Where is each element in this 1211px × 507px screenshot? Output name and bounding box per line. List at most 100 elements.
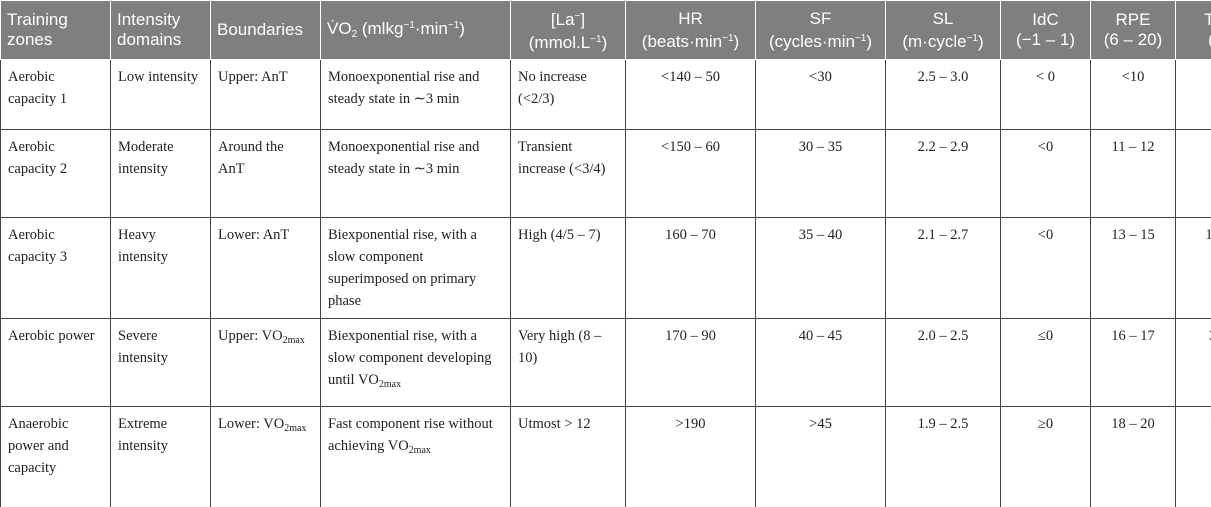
cell: 18 – 20 [1090, 406, 1176, 507]
text: Boundaries [217, 20, 304, 39]
text-sub: 2max [282, 335, 305, 346]
text-sub: 2 [351, 28, 358, 40]
text: IdC [1032, 10, 1059, 29]
cell: Aerobic capacity 3 [0, 217, 111, 319]
cell: <2 [1175, 406, 1211, 507]
text: Heavy intensity [118, 227, 168, 265]
text: 2.5 – 3.0 [917, 69, 969, 85]
header-cell: RPE (6 – 20) [1090, 0, 1176, 60]
cell: 35 – 40 [755, 217, 886, 319]
cell: <0 [1000, 217, 1091, 319]
header-cell: Intensity domains [110, 0, 211, 60]
text-sup: −1 [403, 19, 415, 31]
text: Very high (8 – 10) [518, 328, 602, 366]
text: (6 – 20) [1103, 30, 1163, 49]
text: 40 – 45 [798, 328, 843, 344]
cell: Severe intensity [110, 318, 211, 407]
line: SL [892, 9, 994, 29]
text: HR [678, 8, 703, 28]
line: Tim [1182, 10, 1211, 30]
line: Intensity [117, 10, 204, 30]
text-sub: 2max [408, 445, 431, 456]
cell: 2.0 – 2.5 [885, 318, 1001, 407]
table-body: Aerobic capacity 1 Low intensity Upper: An… [0, 59, 1211, 507]
cell: Transient increase (<3/4) [510, 129, 626, 218]
text: Transient increase (<3/4) [518, 139, 606, 177]
text: (mlkg [357, 18, 404, 38]
line: (m·cycle−1) [892, 29, 994, 52]
cell: Anaerobic power and capacity [0, 406, 111, 507]
line: [La−] [517, 7, 619, 30]
text: Biexponential rise, with a slow componen… [328, 328, 492, 388]
cell: >45 [755, 406, 886, 507]
text: Monoexponential rise and steady state in… [328, 139, 480, 177]
text: 2.0 – 2.5 [917, 328, 969, 344]
text: (beats·min [641, 31, 723, 51]
text: [La [550, 10, 575, 29]
line: IdC [1007, 10, 1084, 30]
line: V̇O2 (mlkg−1·min−1) [327, 16, 504, 45]
text: Lower: AnT [218, 227, 290, 243]
header-cell: IdC (−1 – 1) [1000, 0, 1091, 60]
text: (m·cycle [902, 31, 967, 51]
text: Upper: VO [218, 328, 283, 344]
cell: ≤0 [1000, 318, 1091, 407]
cell: 2.5 – 3.0 [885, 59, 1001, 130]
text-sup: − [574, 11, 581, 22]
text: (cycles·min [768, 31, 855, 51]
text: RPE [1115, 10, 1151, 29]
text: <0 [1037, 139, 1054, 155]
line: zones [7, 30, 104, 50]
text-sup: −1 [854, 32, 867, 44]
cell: High (4/5 – 7) [510, 217, 626, 319]
text: 18 – 20 [1111, 416, 1155, 432]
text-sup: −1 [722, 32, 734, 44]
text: 11 – 12 [1111, 139, 1155, 155]
text: <140 – 50 [661, 69, 720, 85]
line: (cycles·min−1) [762, 29, 879, 52]
text: 30 – 35 [798, 139, 843, 155]
text: ) [459, 18, 465, 38]
text: High (4/5 – 7) [518, 227, 601, 243]
cell: 16 – 17 [1090, 318, 1176, 407]
header-cell: V̇O2 (mlkg−1·min−1) [320, 0, 511, 60]
cell: 30 – 35 [755, 129, 886, 218]
text: Low intensity [118, 69, 199, 85]
text-sup: −1 [966, 32, 978, 44]
cell: Aerobic capacity 1 [0, 59, 111, 130]
line: RPE [1097, 10, 1169, 30]
cell: <10 [1090, 59, 1176, 130]
header-cell: Boundaries [210, 0, 321, 60]
line: (m [1182, 30, 1211, 50]
text: ) [601, 33, 608, 52]
cell: Aerobic power [0, 318, 111, 407]
line: Boundaries [217, 20, 314, 40]
text: Aerobic power [8, 328, 95, 344]
cell: No increase (<2/3) [510, 59, 626, 130]
cell: 10 – [1175, 217, 1211, 319]
text: (m [1208, 30, 1211, 49]
text: Tim [1204, 10, 1211, 29]
cell: <30 [755, 59, 886, 130]
text: <10 [1121, 69, 1145, 85]
cell: >190 [625, 406, 756, 507]
text: ) [733, 31, 740, 51]
text: Lower: VO [218, 416, 285, 432]
line: (−1 – 1) [1007, 30, 1084, 50]
text: Utmost > 12 [518, 416, 591, 432]
cell: ~ [1175, 129, 1211, 218]
row: Aerobic capacity 2 Moderate intensity Arou… [0, 129, 1211, 218]
cell: ≥0 [1000, 406, 1091, 507]
cell: Upper: AnT [210, 59, 321, 130]
cell: Biexponential rise, with a slow componen… [320, 217, 511, 319]
cell: ≥ [1175, 59, 1211, 130]
text-sup: −1 [447, 19, 460, 31]
cell: <140 – 50 [625, 59, 756, 130]
cell: 1.9 – 2.5 [885, 406, 1001, 507]
text: Fast component rise without achieving VO [328, 416, 493, 454]
cell: Monoexponential rise and steady state in… [320, 129, 511, 218]
text: Biexponential rise, with a slow componen… [328, 227, 477, 309]
cell: Lower: VO2max [210, 406, 321, 507]
cell: Monoexponential rise and steady state in… [320, 59, 511, 130]
